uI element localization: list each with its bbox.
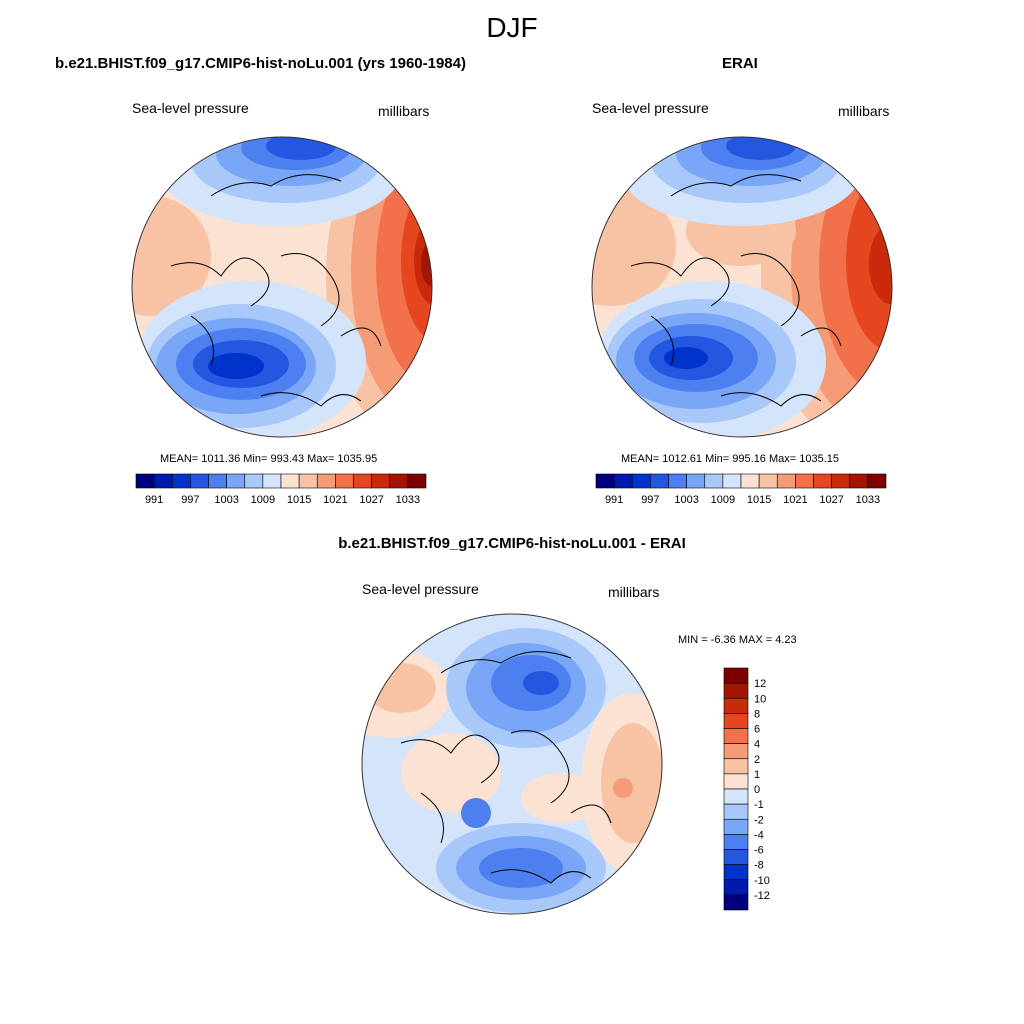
obs-colorbar-label: 1033 — [856, 494, 880, 506]
diff-colorbar-label: 2 — [754, 754, 760, 766]
model-colorbar-label: 1003 — [214, 494, 238, 506]
model-colorbar-swatch — [353, 473, 372, 489]
diff-colorbar-swatch — [723, 818, 749, 835]
diff-colorbar-swatch — [723, 849, 749, 865]
obs-colorbar-label: 1003 — [674, 494, 698, 506]
obs-colorbar-swatch — [795, 473, 814, 489]
obs-colorbar-swatch — [849, 473, 869, 489]
obs-colorbar-label: 1015 — [747, 494, 771, 506]
diff-colorbar-label: -4 — [754, 829, 764, 841]
obs-colorbar-label: 997 — [641, 494, 659, 506]
diff-stats: MIN = -6.36 MAX = 4.23 — [678, 634, 797, 646]
diff-slp-map — [361, 613, 663, 915]
model-colorbar-swatch — [298, 473, 318, 489]
diff-colorbar-swatch — [723, 894, 749, 911]
diff-panel-title: b.e21.BHIST.f09_g17.CMIP6-hist-noLu.001 … — [338, 535, 686, 552]
obs-slp-map — [591, 136, 893, 438]
model-panel-title: b.e21.BHIST.f09_g17.CMIP6-hist-noLu.001 … — [55, 55, 466, 72]
obs-panel-title: ERAI — [722, 55, 758, 72]
diff-colorbar-label: -8 — [754, 860, 764, 872]
diff-colorbar-swatch — [723, 728, 749, 744]
diff-colorbar-swatch — [723, 803, 749, 820]
obs-colorbar-label: 1009 — [711, 494, 735, 506]
diff-colorbar-swatch — [723, 758, 749, 775]
diff-colorbar-swatch — [723, 682, 749, 699]
diff-colorbar-swatch — [723, 667, 749, 684]
obs-colorbar-swatch — [686, 473, 706, 489]
model-colorbar-swatch — [371, 473, 391, 489]
model-colorbar-label: 1009 — [251, 494, 275, 506]
obs-stats: MEAN= 1012.61 Min= 995.16 Max= 1035.15 — [621, 453, 840, 465]
diff-colorbar-label: 10 — [754, 693, 766, 705]
diff-variable-label: Sea-level pressure — [362, 581, 479, 597]
diff-colorbar-label: 4 — [754, 739, 760, 751]
diff-colorbar-label: 8 — [754, 708, 760, 720]
model-colorbar-swatch — [389, 473, 409, 489]
figure-title: DJF — [486, 12, 538, 43]
model-colorbar-label: 997 — [181, 494, 199, 506]
diff-colorbar-label: 12 — [754, 678, 766, 690]
obs-colorbar-swatch — [613, 473, 633, 489]
obs-colorbar-swatch — [631, 473, 651, 489]
model-colorbar-swatch — [262, 473, 282, 489]
obs-colorbar-swatch — [776, 473, 796, 489]
model-colorbar-swatch — [280, 473, 300, 489]
diff-colorbar-swatch — [723, 788, 749, 805]
model-colorbar-swatch — [226, 473, 246, 489]
obs-colorbar-label: 991 — [605, 494, 623, 506]
diff-colorbar-label: 1 — [754, 769, 760, 781]
model-variable-label: Sea-level pressure — [132, 100, 249, 116]
diff-colorbar-label: -12 — [754, 890, 770, 902]
diff-units-label: millibars — [608, 584, 660, 600]
model-colorbar-swatch — [153, 473, 173, 489]
diff-colorbar-swatch — [723, 743, 749, 760]
model-colorbar-swatch — [208, 473, 227, 489]
diff-colorbar-label: 6 — [754, 724, 760, 736]
obs-colorbar-swatch — [595, 473, 615, 489]
obs-variable-label: Sea-level pressure — [592, 100, 709, 116]
diff-colorbar-swatch — [723, 697, 749, 714]
model-colorbar-swatch — [244, 473, 264, 489]
model-colorbar-label: 1033 — [396, 494, 420, 506]
model-units-label: millibars — [378, 103, 430, 119]
obs-colorbar-swatch — [668, 473, 687, 489]
model-colorbar-swatch — [190, 473, 209, 489]
diff-colorbar-swatch — [723, 834, 749, 850]
obs-units-label: millibars — [838, 103, 890, 119]
model-colorbar-label: 1021 — [323, 494, 347, 506]
obs-colorbar-swatch — [704, 473, 724, 489]
model-colorbar-swatch — [171, 473, 191, 489]
obs-colorbar-swatch — [831, 473, 851, 489]
obs-colorbar-swatch — [867, 473, 887, 489]
diff-colorbar-label: -2 — [754, 814, 764, 826]
model-colorbar-label: 991 — [145, 494, 163, 506]
obs-colorbar-swatch — [813, 473, 832, 489]
diff-colorbar-swatch — [723, 879, 749, 896]
model-colorbar-label: 1027 — [359, 494, 383, 506]
diff-colorbar-swatch — [723, 864, 749, 881]
obs-colorbar-swatch — [722, 473, 742, 489]
model-colorbar-swatch — [407, 473, 427, 489]
diff-colorbar-label: 0 — [754, 784, 760, 796]
obs-colorbar-swatch — [740, 473, 760, 489]
obs-colorbar-swatch — [650, 473, 669, 489]
obs-colorbar-label: 1021 — [783, 494, 807, 506]
diff-colorbar-label: -1 — [754, 799, 764, 811]
diff-colorbar-label: -10 — [754, 875, 770, 887]
model-stats: MEAN= 1011.36 Min= 993.43 Max= 1035.95 — [160, 453, 378, 465]
model-colorbar-swatch — [316, 473, 336, 489]
model-colorbar-swatch — [335, 473, 354, 489]
model-slp-map — [131, 136, 433, 438]
model-colorbar-label: 1015 — [287, 494, 311, 506]
obs-colorbar-label: 1027 — [819, 494, 843, 506]
model-colorbar-swatch — [135, 473, 155, 489]
diff-colorbar-swatch — [723, 773, 749, 790]
obs-colorbar: 991 997 1003 1009 1015 1021 1027 1033 — [595, 473, 887, 506]
model-colorbar: 991 997 1003 1009 1015 1021 1027 1033 — [135, 473, 427, 506]
obs-colorbar-swatch — [758, 473, 778, 489]
diff-colorbar-swatch — [723, 713, 749, 729]
diff-colorbar-label: -6 — [754, 845, 764, 857]
